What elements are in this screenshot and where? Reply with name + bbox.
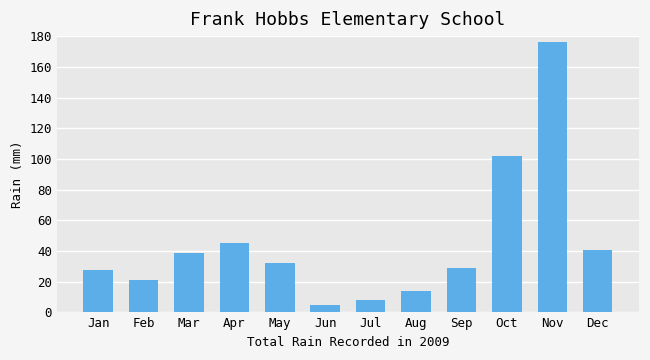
Bar — [401, 291, 431, 312]
Bar — [174, 253, 204, 312]
Bar — [265, 264, 294, 312]
Bar — [583, 249, 612, 312]
Y-axis label: Rain (mm): Rain (mm) — [11, 141, 24, 208]
Bar — [356, 300, 385, 312]
Bar — [129, 280, 159, 312]
Bar — [83, 270, 113, 312]
Bar — [220, 243, 249, 312]
Bar — [538, 42, 567, 312]
Title: Frank Hobbs Elementary School: Frank Hobbs Elementary School — [190, 11, 506, 29]
X-axis label: Total Rain Recorded in 2009: Total Rain Recorded in 2009 — [247, 336, 449, 349]
Bar — [311, 305, 340, 312]
Bar — [492, 156, 522, 312]
Bar — [447, 268, 476, 312]
